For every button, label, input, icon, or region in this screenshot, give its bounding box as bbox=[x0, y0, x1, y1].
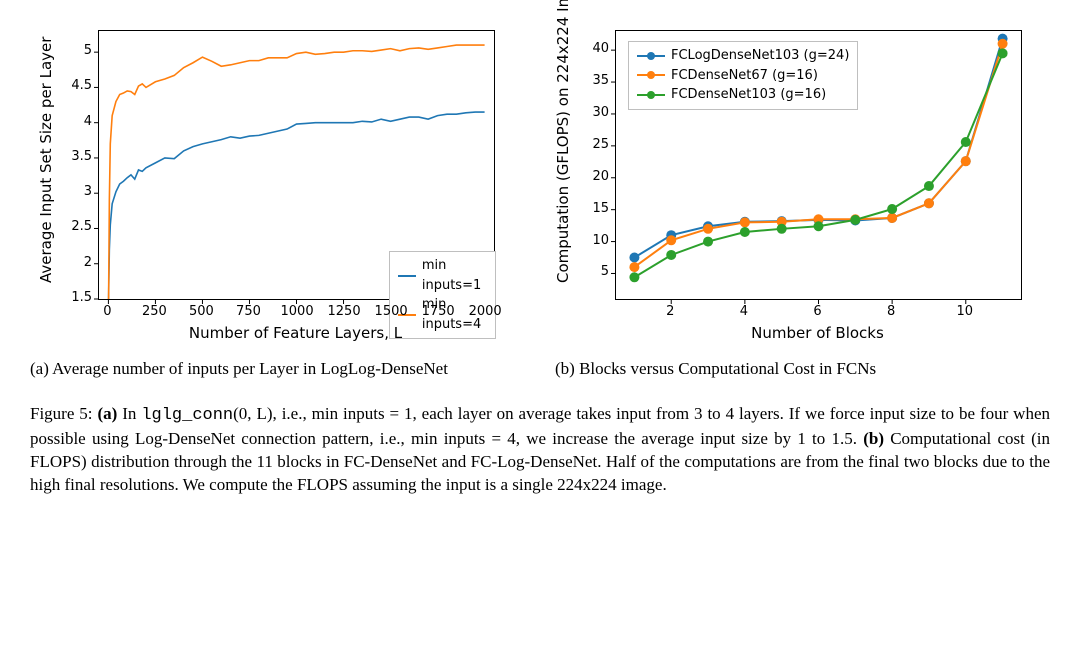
subcaption-a: (a) Average number of inputs per Layer i… bbox=[30, 358, 525, 381]
chart-b-xlabel: Number of Blocks bbox=[615, 324, 1020, 342]
chart-a-ylabel: Average Input Set Size per Layer bbox=[37, 43, 55, 283]
figure-caption: Figure 5: (a) In lglg_conn(0, L), i.e., … bbox=[30, 403, 1050, 497]
caption-prefix: Figure 5: bbox=[30, 404, 97, 423]
chart-b-ylabel: Computation (GFLOPS) on 224x224 Image bbox=[554, 43, 572, 283]
figure-row: Average Input Set Size per Layer min inp… bbox=[30, 20, 1050, 381]
chart-b: Computation (GFLOPS) on 224x224 Image FC… bbox=[555, 20, 1035, 350]
chart-b-plot-area: FCLogDenseNet103 (g=24)FCDenseNet67 (g=1… bbox=[615, 30, 1022, 300]
chart-b-legend: FCLogDenseNet103 (g=24)FCDenseNet67 (g=1… bbox=[628, 41, 858, 110]
chart-a-plot-area: min inputs=1min inputs=4 bbox=[98, 30, 495, 300]
chart-a-xlabel: Number of Feature Layers, L bbox=[98, 324, 493, 342]
caption-a-bold: (a) bbox=[97, 404, 117, 423]
caption-b-bold: (b) bbox=[863, 429, 884, 448]
caption-a-code: lglg_conn bbox=[141, 406, 233, 425]
caption-a-t1: In bbox=[117, 404, 141, 423]
chart-a: Average Input Set Size per Layer min inp… bbox=[30, 20, 510, 350]
panel-a: Average Input Set Size per Layer min inp… bbox=[30, 20, 525, 381]
subcaption-b: (b) Blocks versus Computational Cost in … bbox=[555, 358, 1050, 381]
panel-b: Computation (GFLOPS) on 224x224 Image FC… bbox=[555, 20, 1050, 381]
